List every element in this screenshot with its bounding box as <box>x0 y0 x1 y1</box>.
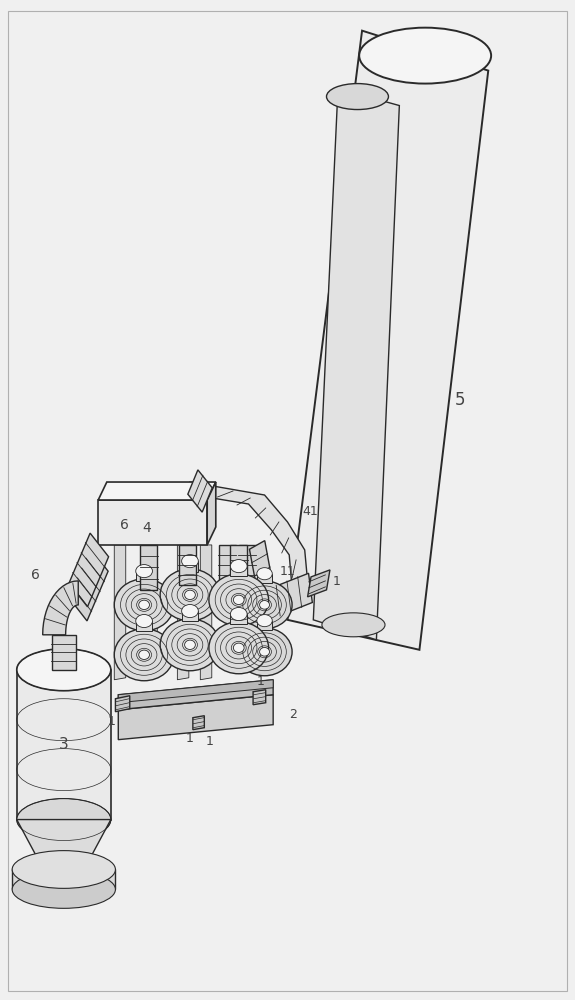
Ellipse shape <box>182 605 198 618</box>
Text: 1: 1 <box>332 575 340 588</box>
Polygon shape <box>118 695 273 740</box>
Ellipse shape <box>114 579 174 631</box>
Polygon shape <box>136 621 152 631</box>
Polygon shape <box>136 571 152 581</box>
Ellipse shape <box>257 568 273 580</box>
Ellipse shape <box>327 84 389 110</box>
Polygon shape <box>182 561 198 572</box>
Polygon shape <box>288 31 488 650</box>
Polygon shape <box>146 545 158 680</box>
Polygon shape <box>308 570 330 597</box>
Ellipse shape <box>182 555 198 568</box>
Ellipse shape <box>136 565 152 578</box>
Ellipse shape <box>12 871 116 908</box>
Ellipse shape <box>17 799 111 841</box>
Ellipse shape <box>136 614 152 628</box>
Ellipse shape <box>160 619 220 671</box>
Text: 1: 1 <box>256 675 264 688</box>
Text: 11: 11 <box>279 565 296 578</box>
Ellipse shape <box>160 569 220 621</box>
Polygon shape <box>231 566 247 576</box>
Polygon shape <box>193 716 204 730</box>
Ellipse shape <box>322 613 385 637</box>
Polygon shape <box>12 869 116 889</box>
Polygon shape <box>98 500 207 545</box>
Polygon shape <box>175 482 309 602</box>
Polygon shape <box>70 549 108 621</box>
Polygon shape <box>230 545 247 590</box>
Polygon shape <box>98 482 216 500</box>
Polygon shape <box>257 574 273 583</box>
Ellipse shape <box>17 649 111 691</box>
Polygon shape <box>17 820 111 864</box>
Polygon shape <box>266 573 312 619</box>
Polygon shape <box>231 614 247 624</box>
Polygon shape <box>52 635 76 670</box>
Ellipse shape <box>41 852 87 877</box>
Polygon shape <box>114 545 126 680</box>
Text: 4: 4 <box>143 521 151 535</box>
Polygon shape <box>118 680 273 710</box>
Ellipse shape <box>233 643 244 652</box>
Text: 1: 1 <box>206 735 214 748</box>
Text: 1: 1 <box>108 715 116 728</box>
Ellipse shape <box>12 851 116 888</box>
Polygon shape <box>207 482 216 545</box>
Polygon shape <box>188 470 212 512</box>
Ellipse shape <box>185 640 196 649</box>
Polygon shape <box>200 545 212 680</box>
Ellipse shape <box>231 560 247 573</box>
Polygon shape <box>253 690 266 705</box>
Ellipse shape <box>209 622 269 674</box>
Polygon shape <box>182 611 198 621</box>
Polygon shape <box>178 545 196 585</box>
Polygon shape <box>218 545 236 585</box>
Ellipse shape <box>139 600 150 610</box>
Polygon shape <box>69 533 109 607</box>
Polygon shape <box>116 696 130 712</box>
Polygon shape <box>257 621 273 630</box>
Text: 41: 41 <box>302 505 319 518</box>
Ellipse shape <box>209 574 269 626</box>
Text: 5: 5 <box>454 391 465 409</box>
Polygon shape <box>140 545 158 590</box>
Text: 6: 6 <box>30 568 40 582</box>
Polygon shape <box>250 541 272 589</box>
Ellipse shape <box>185 590 196 600</box>
Text: 3: 3 <box>59 737 68 752</box>
Ellipse shape <box>257 615 273 627</box>
Ellipse shape <box>259 647 270 656</box>
Text: 6: 6 <box>120 518 128 532</box>
Ellipse shape <box>139 650 150 659</box>
Ellipse shape <box>114 629 174 681</box>
Text: 2: 2 <box>289 708 297 721</box>
Polygon shape <box>239 545 256 585</box>
Polygon shape <box>177 545 189 680</box>
Text: 1: 1 <box>186 732 194 745</box>
Polygon shape <box>118 680 273 703</box>
Polygon shape <box>43 581 78 635</box>
Ellipse shape <box>233 595 244 605</box>
Ellipse shape <box>237 628 292 676</box>
Ellipse shape <box>237 581 292 629</box>
Polygon shape <box>17 670 111 820</box>
Ellipse shape <box>259 601 270 609</box>
Polygon shape <box>313 89 400 640</box>
Ellipse shape <box>359 28 491 84</box>
Ellipse shape <box>231 607 247 621</box>
